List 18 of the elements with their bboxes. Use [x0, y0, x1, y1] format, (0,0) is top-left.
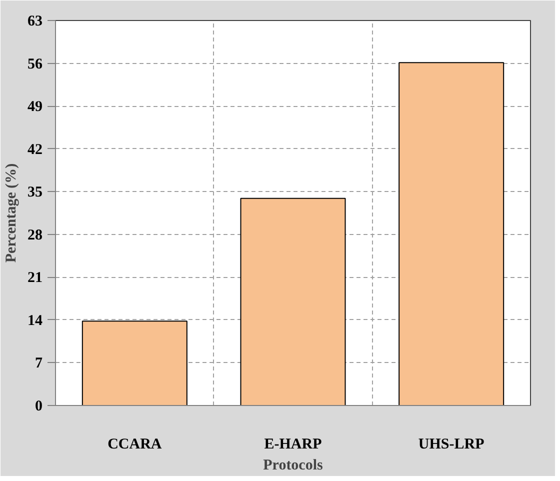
y-tick-label: 35 [28, 184, 42, 201]
y-tick-label: 28 [28, 227, 42, 244]
y-tick-label: 56 [28, 56, 43, 72]
x-tick-label: E-HARP [264, 436, 322, 452]
y-tick-label: 63 [28, 14, 42, 30]
bar [240, 198, 346, 406]
x-tick-label: UHS-LRP [418, 436, 484, 452]
x-tick-label: CCARA [108, 436, 162, 452]
bar [82, 320, 188, 406]
y-tick-label: 14 [28, 312, 43, 329]
y-tick-label: 49 [28, 99, 42, 116]
y-tick-label: 42 [28, 142, 42, 158]
y-tick-label: 0 [35, 398, 42, 414]
x-axis-title: Protocols [263, 458, 324, 474]
y-tick-label: 21 [28, 270, 42, 286]
y-axis-title: Percentage (%) [4, 163, 20, 263]
y-tick-label: 7 [35, 356, 43, 372]
bar [398, 62, 504, 406]
